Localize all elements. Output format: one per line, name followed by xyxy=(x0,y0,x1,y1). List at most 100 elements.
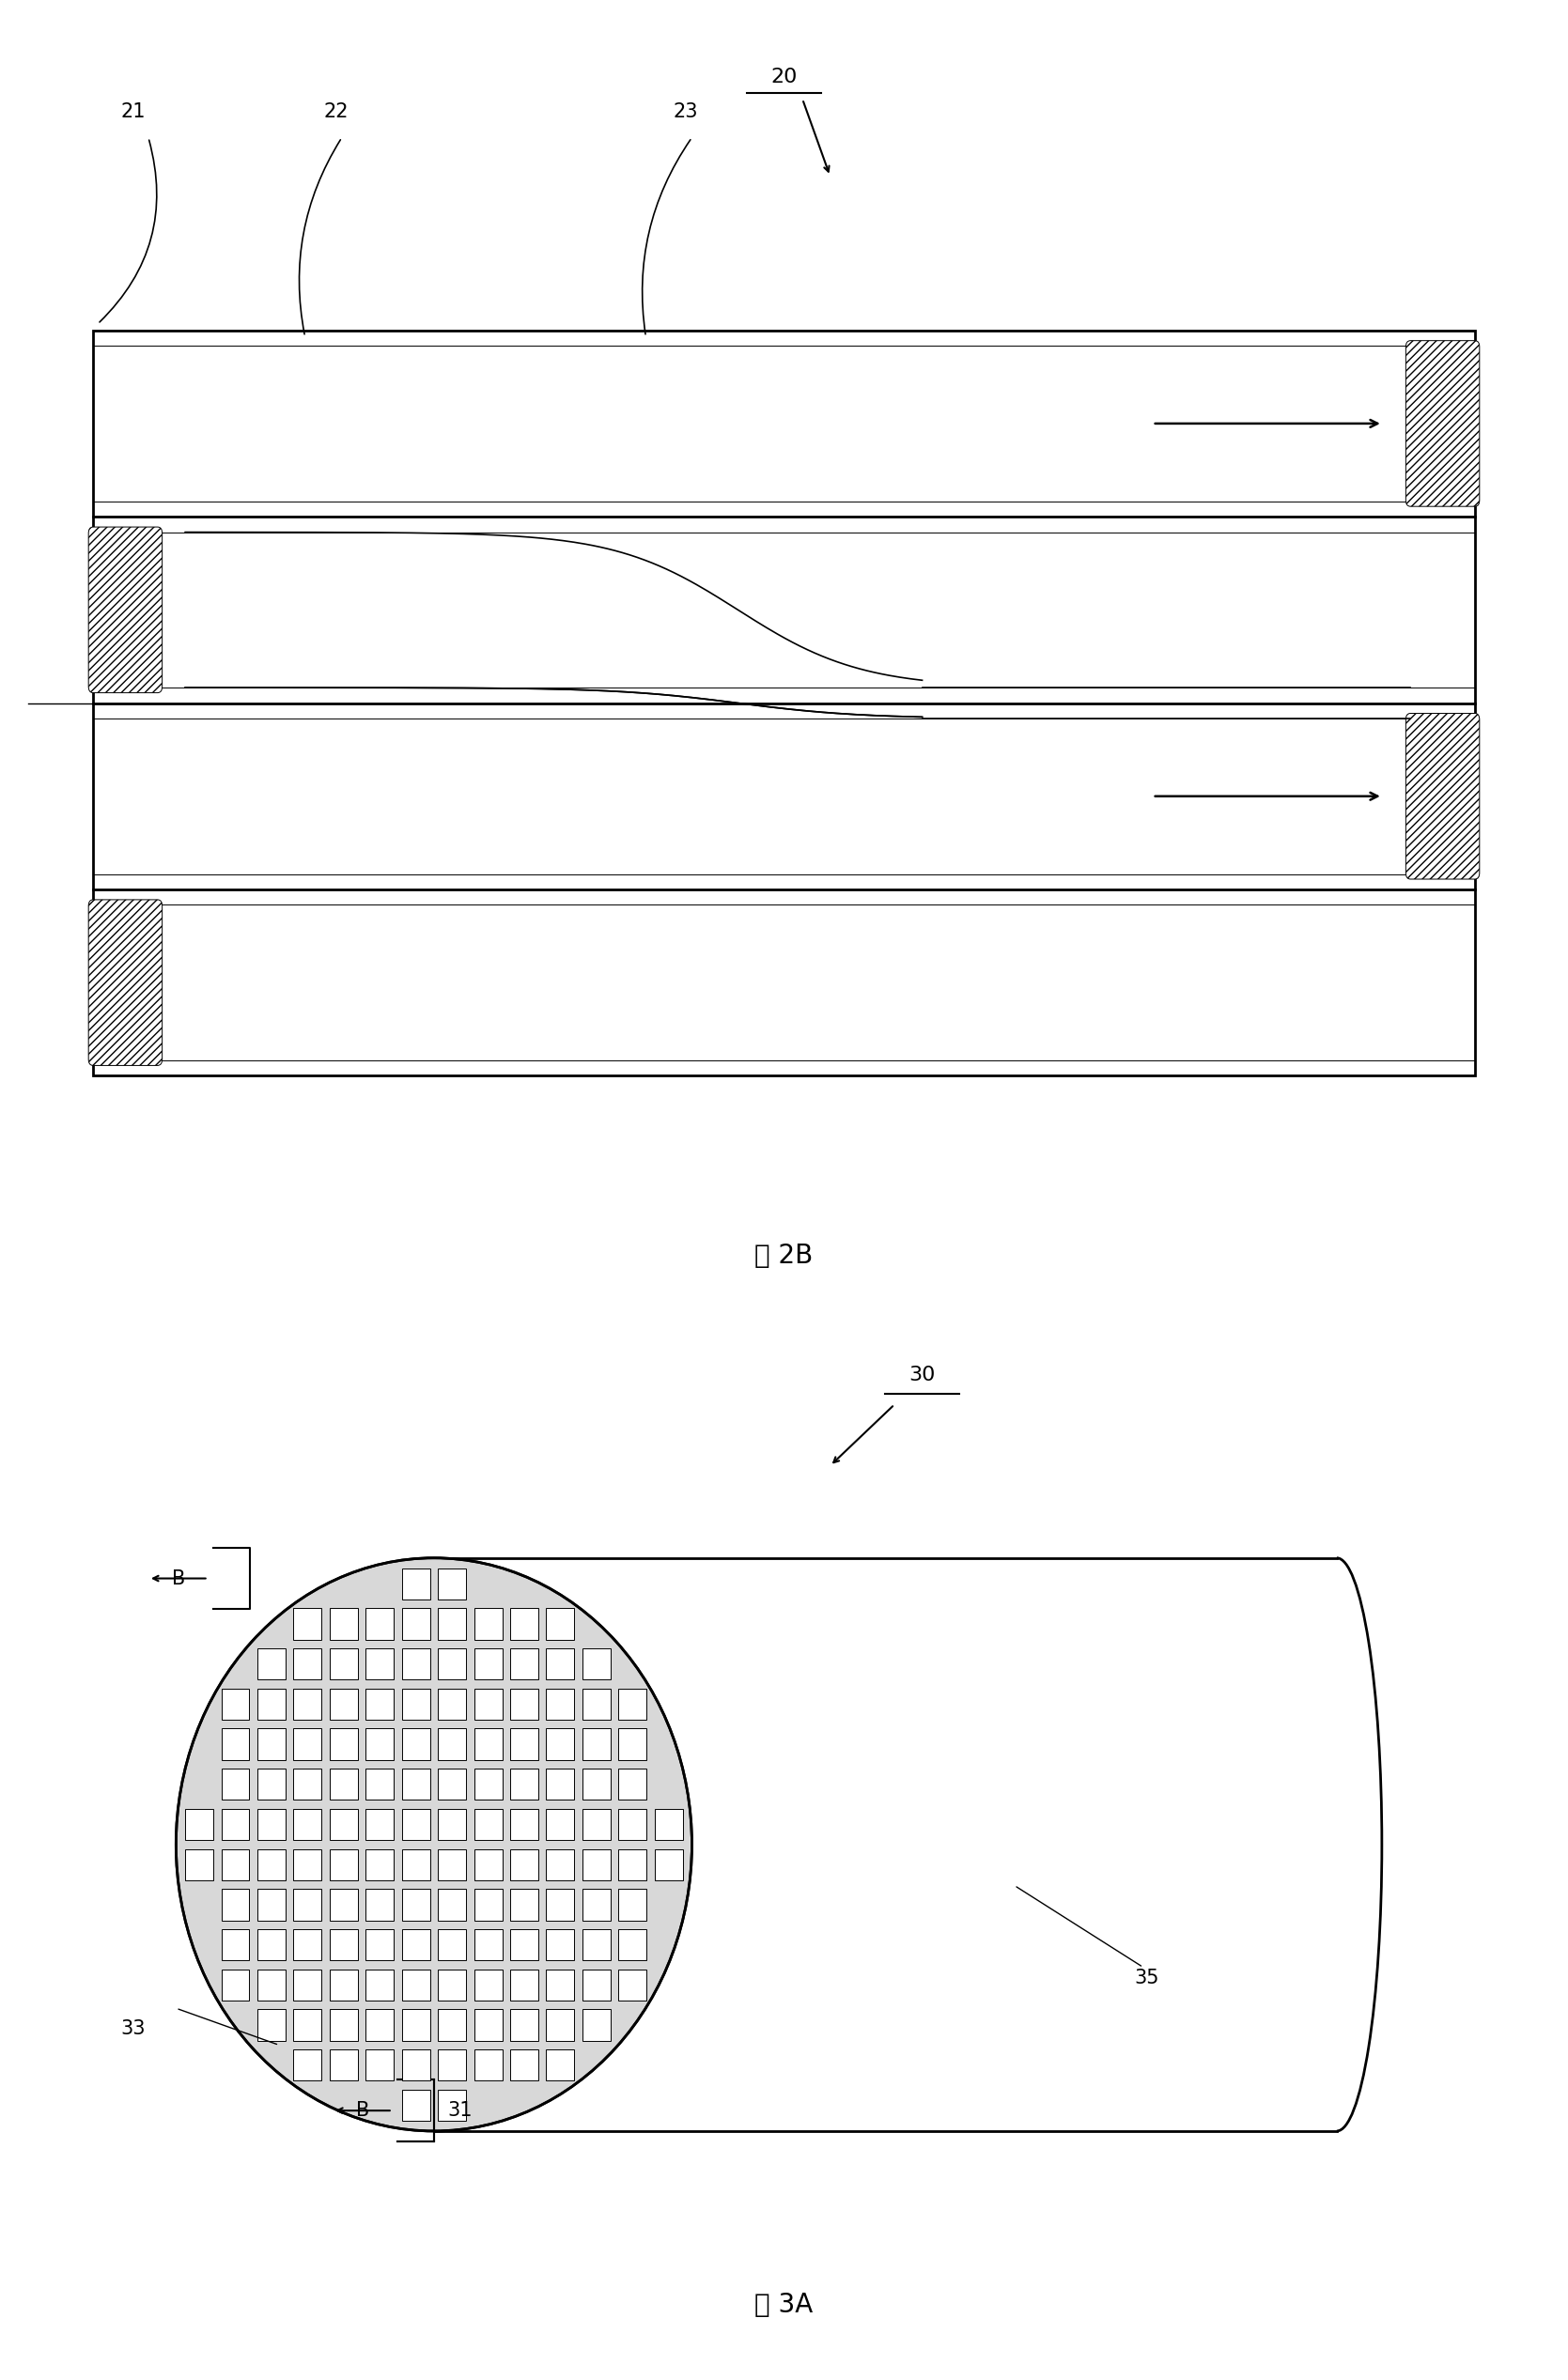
Bar xyxy=(221,1930,249,1961)
Text: B: B xyxy=(356,2102,370,2121)
Text: 33: 33 xyxy=(121,2018,146,2037)
Bar xyxy=(618,1930,646,1961)
Bar xyxy=(618,1728,646,1759)
Bar xyxy=(510,1930,538,1961)
Bar xyxy=(293,1849,321,1880)
Bar xyxy=(474,1968,502,2002)
Bar xyxy=(582,1809,610,1840)
Bar xyxy=(401,1609,430,1640)
Bar xyxy=(582,1687,610,1721)
Bar xyxy=(401,1728,430,1759)
Bar xyxy=(437,2009,466,2040)
Bar xyxy=(546,2049,574,2080)
Bar xyxy=(546,2009,574,2040)
Bar xyxy=(257,1687,285,1721)
Bar xyxy=(474,1890,502,1921)
Bar xyxy=(221,1728,249,1759)
Bar xyxy=(654,1849,682,1880)
Bar xyxy=(221,1968,249,2002)
Bar xyxy=(293,1930,321,1961)
Bar xyxy=(365,2049,394,2080)
Bar xyxy=(329,1968,358,2002)
Bar xyxy=(474,1809,502,1840)
Text: 31: 31 xyxy=(448,2102,472,2121)
Text: 30: 30 xyxy=(909,1366,936,1383)
Bar xyxy=(401,1687,430,1721)
Bar xyxy=(546,1809,574,1840)
Bar xyxy=(582,1890,610,1921)
Text: 20: 20 xyxy=(770,67,798,86)
Bar xyxy=(257,1890,285,1921)
Text: 图 2B: 图 2B xyxy=(754,1242,814,1269)
Bar xyxy=(474,2009,502,2040)
Text: 21: 21 xyxy=(121,102,146,121)
Bar xyxy=(510,1890,538,1921)
Bar xyxy=(329,1728,358,1759)
Bar xyxy=(221,1890,249,1921)
FancyBboxPatch shape xyxy=(88,526,162,693)
Bar xyxy=(401,1768,430,1799)
Bar xyxy=(221,1849,249,1880)
Bar xyxy=(510,1968,538,2002)
Bar xyxy=(365,2009,394,2040)
Bar xyxy=(401,1849,430,1880)
Bar xyxy=(437,1768,466,1799)
Text: 图 3A: 图 3A xyxy=(754,2292,814,2318)
Bar xyxy=(365,1968,394,2002)
Bar xyxy=(93,331,1475,1076)
Bar xyxy=(257,2009,285,2040)
Bar xyxy=(474,2049,502,2080)
Text: B: B xyxy=(172,1568,185,1587)
Bar xyxy=(582,1930,610,1961)
Bar xyxy=(401,1809,430,1840)
Bar xyxy=(437,2049,466,2080)
Bar xyxy=(329,1849,358,1880)
Bar xyxy=(401,2049,430,2080)
Bar xyxy=(546,1687,574,1721)
Bar xyxy=(221,1809,249,1840)
Bar xyxy=(437,1728,466,1759)
Bar xyxy=(293,1890,321,1921)
Bar xyxy=(437,1968,466,2002)
Bar xyxy=(510,1768,538,1799)
Bar xyxy=(510,1849,538,1880)
Bar xyxy=(618,1809,646,1840)
Bar xyxy=(474,1649,502,1680)
Bar xyxy=(474,1768,502,1799)
Bar xyxy=(546,1609,574,1640)
Bar xyxy=(329,1768,358,1799)
Bar xyxy=(293,1968,321,2002)
Bar xyxy=(582,1968,610,2002)
Bar xyxy=(401,1649,430,1680)
Bar xyxy=(618,1890,646,1921)
Bar xyxy=(365,1728,394,1759)
Bar xyxy=(257,1849,285,1880)
Bar xyxy=(293,1768,321,1799)
Bar xyxy=(221,1687,249,1721)
Bar xyxy=(257,1809,285,1840)
Bar xyxy=(221,1768,249,1799)
Bar xyxy=(293,1649,321,1680)
Bar xyxy=(293,1809,321,1840)
Text: 22: 22 xyxy=(323,102,348,121)
Bar xyxy=(546,1930,574,1961)
Bar xyxy=(401,1968,430,2002)
Bar xyxy=(185,1849,213,1880)
Bar xyxy=(510,1728,538,1759)
Bar xyxy=(474,1687,502,1721)
Bar xyxy=(329,1890,358,1921)
Bar xyxy=(257,1768,285,1799)
Bar xyxy=(365,1890,394,1921)
Bar xyxy=(437,1609,466,1640)
Bar xyxy=(510,2049,538,2080)
Bar xyxy=(582,1728,610,1759)
Bar xyxy=(293,1687,321,1721)
Bar xyxy=(437,2090,466,2121)
Bar xyxy=(510,1649,538,1680)
Bar xyxy=(546,1849,574,1880)
Bar xyxy=(329,1687,358,1721)
FancyBboxPatch shape xyxy=(88,900,162,1066)
Bar xyxy=(546,1768,574,1799)
Bar xyxy=(257,1728,285,1759)
Bar xyxy=(329,2009,358,2040)
